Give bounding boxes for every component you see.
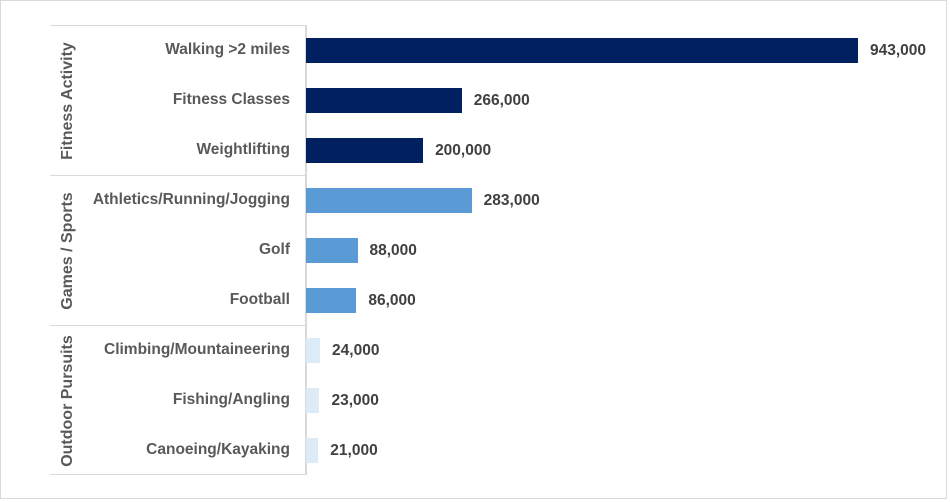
value-label: 24,000 (332, 342, 380, 359)
bar-row: Athletics/Running/Jogging 283,000 (0, 175, 950, 225)
bar-row: Canoeing/Kayaking 21,000 (0, 425, 950, 475)
category-label: Fitness Classes (172, 91, 290, 108)
category-label: Climbing/Mountaineering (104, 341, 290, 358)
category-axis-table: Fitness Activity Games / Sports Outdoor … (50, 25, 306, 475)
bar (306, 37, 858, 63)
value-label: 943,000 (870, 42, 927, 59)
bar-row: Climbing/Mountaineering 24,000 (0, 325, 950, 375)
bar (306, 87, 462, 113)
value-label: 23,000 (331, 392, 379, 409)
value-label: 88,000 (369, 242, 417, 259)
bar-row: Football 86,000 (0, 275, 950, 325)
group-games-sports: Games / Sports (50, 175, 306, 325)
category-axis-line (305, 25, 307, 475)
bar (306, 287, 357, 313)
category-label: Fishing/Angling (172, 391, 290, 408)
group-fitness-activity: Fitness Activity (50, 25, 306, 175)
bar (306, 437, 319, 463)
category-label: Weightlifting (196, 141, 290, 158)
bar-row: Weightlifting 200,000 (0, 125, 950, 175)
value-label: 266,000 (473, 92, 530, 109)
group-outdoor-pursuits: Outdoor Pursuits (50, 325, 306, 475)
value-label: 200,000 (435, 142, 492, 159)
value-label: 86,000 (368, 292, 416, 309)
category-label: Football (229, 291, 290, 308)
bar (306, 387, 320, 413)
bar (306, 187, 472, 213)
value-label: 283,000 (483, 192, 540, 209)
category-label: Golf (259, 241, 290, 258)
category-label: Walking >2 miles (165, 41, 290, 58)
bar (306, 237, 358, 263)
bar-row: Fishing/Angling 23,000 (0, 375, 950, 425)
category-label: Athletics/Running/Jogging (92, 191, 290, 208)
bar (306, 137, 424, 163)
bar-row: Walking >2 miles 943,000 (0, 25, 950, 75)
bar (306, 337, 321, 363)
value-label: 21,000 (330, 442, 378, 459)
bar-row: Fitness Classes 266,000 (0, 75, 950, 125)
bar-row: Golf 88,000 (0, 225, 950, 275)
category-label: Canoeing/Kayaking (146, 441, 290, 458)
